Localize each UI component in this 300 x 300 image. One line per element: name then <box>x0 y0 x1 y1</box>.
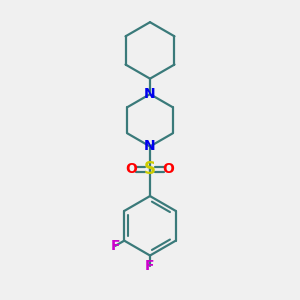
Text: S: S <box>144 160 156 178</box>
Text: N: N <box>144 140 156 153</box>
Text: N: N <box>144 87 156 101</box>
Text: F: F <box>145 259 155 273</box>
Text: O: O <box>126 162 137 176</box>
Text: F: F <box>110 239 120 253</box>
Text: O: O <box>163 162 174 176</box>
